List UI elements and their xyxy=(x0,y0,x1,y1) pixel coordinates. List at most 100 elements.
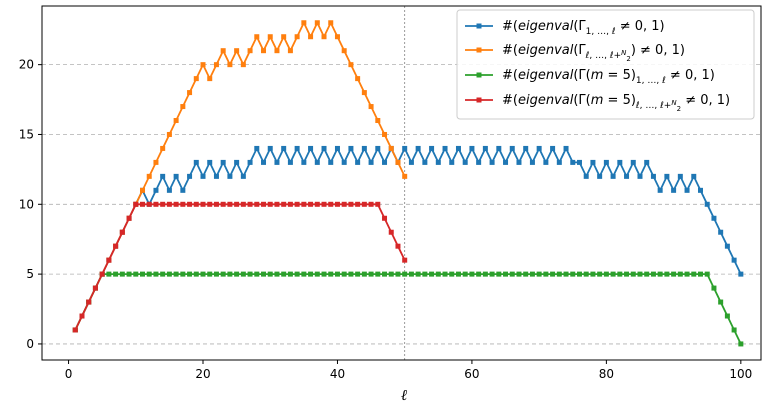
data-point xyxy=(711,286,716,291)
data-point xyxy=(261,48,266,53)
data-point xyxy=(523,146,528,151)
data-point xyxy=(194,202,199,207)
y-tick-label: 20 xyxy=(19,58,34,72)
data-point xyxy=(705,202,710,207)
data-point xyxy=(496,146,501,151)
data-point xyxy=(322,34,327,39)
data-point xyxy=(530,272,535,277)
data-point xyxy=(382,132,387,137)
data-point xyxy=(248,272,253,277)
data-point xyxy=(301,20,306,25)
data-point xyxy=(725,314,730,319)
data-point xyxy=(201,202,206,207)
data-point xyxy=(490,160,495,165)
data-point xyxy=(328,20,333,25)
data-point xyxy=(516,272,521,277)
data-point xyxy=(147,272,152,277)
data-point xyxy=(93,286,98,291)
data-point xyxy=(597,174,602,179)
data-point xyxy=(543,160,548,165)
data-point xyxy=(274,202,279,207)
data-point xyxy=(590,160,595,165)
data-point xyxy=(221,272,226,277)
data-point xyxy=(295,34,300,39)
data-point xyxy=(617,160,622,165)
data-point xyxy=(691,272,696,277)
data-point xyxy=(140,188,145,193)
data-point xyxy=(268,272,273,277)
data-point xyxy=(691,174,696,179)
legend-swatch-marker xyxy=(477,98,482,103)
data-point xyxy=(342,48,347,53)
data-point xyxy=(106,272,111,277)
data-point xyxy=(160,202,165,207)
y-tick-label: 0 xyxy=(26,337,34,351)
data-point xyxy=(140,202,145,207)
data-point xyxy=(369,104,374,109)
data-point xyxy=(382,216,387,221)
data-point xyxy=(698,272,703,277)
data-point xyxy=(234,48,239,53)
data-point xyxy=(308,202,313,207)
data-point xyxy=(631,160,636,165)
data-point xyxy=(268,34,273,39)
data-point xyxy=(315,202,320,207)
data-point xyxy=(671,188,676,193)
data-point xyxy=(651,272,656,277)
data-point xyxy=(685,188,690,193)
data-point xyxy=(342,160,347,165)
data-point xyxy=(248,202,253,207)
data-point xyxy=(288,202,293,207)
data-point xyxy=(281,272,286,277)
data-point xyxy=(597,272,602,277)
data-point xyxy=(449,160,454,165)
data-point xyxy=(402,272,407,277)
data-point xyxy=(207,160,212,165)
data-point xyxy=(644,160,649,165)
data-point xyxy=(389,146,394,151)
data-point xyxy=(174,118,179,123)
series-2 xyxy=(73,20,407,332)
data-point xyxy=(543,272,548,277)
data-point xyxy=(362,90,367,95)
data-point xyxy=(322,202,327,207)
data-point xyxy=(167,188,172,193)
data-point xyxy=(214,272,219,277)
data-point xyxy=(322,272,327,277)
data-point xyxy=(288,48,293,53)
data-point xyxy=(187,174,192,179)
data-point xyxy=(241,272,246,277)
data-point xyxy=(315,160,320,165)
data-point xyxy=(604,272,609,277)
data-point xyxy=(160,272,165,277)
data-point xyxy=(443,272,448,277)
data-point xyxy=(187,202,192,207)
data-point xyxy=(127,272,132,277)
data-point xyxy=(100,272,105,277)
data-point xyxy=(234,160,239,165)
data-point xyxy=(254,272,259,277)
data-point xyxy=(295,146,300,151)
data-point xyxy=(160,146,165,151)
data-point xyxy=(637,174,642,179)
data-point xyxy=(106,258,111,263)
data-point xyxy=(469,146,474,151)
data-point xyxy=(537,146,542,151)
data-point xyxy=(348,146,353,151)
data-point xyxy=(207,272,212,277)
data-point xyxy=(180,188,185,193)
data-point xyxy=(402,174,407,179)
data-point xyxy=(241,62,246,67)
data-point xyxy=(234,272,239,277)
data-point xyxy=(362,202,367,207)
data-point xyxy=(180,202,185,207)
data-point xyxy=(604,160,609,165)
data-point xyxy=(147,202,152,207)
data-point xyxy=(335,146,340,151)
data-point xyxy=(328,272,333,277)
data-point xyxy=(80,314,85,319)
data-point xyxy=(227,62,232,67)
data-point xyxy=(651,174,656,179)
data-point xyxy=(375,272,380,277)
data-point xyxy=(342,272,347,277)
